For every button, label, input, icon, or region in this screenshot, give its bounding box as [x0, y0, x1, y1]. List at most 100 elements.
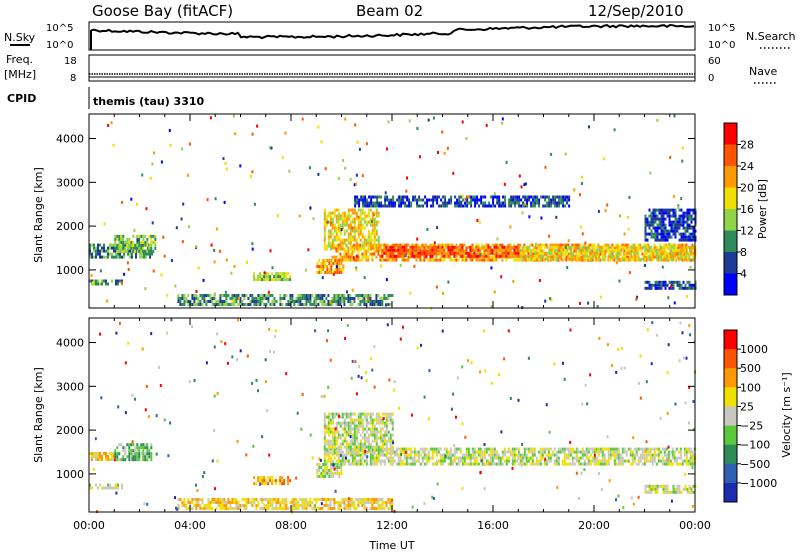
radar-cell — [387, 501, 390, 504]
radar-cell — [518, 198, 521, 202]
radar-cell — [575, 453, 578, 457]
radar-cell — [534, 242, 537, 246]
radar-cell — [658, 286, 661, 290]
radar-cell — [243, 498, 246, 501]
radar-cell — [142, 246, 145, 250]
radar-cell — [430, 204, 433, 208]
radar-cell — [187, 498, 190, 501]
radar-cell — [333, 235, 336, 239]
radar-cell — [538, 248, 541, 252]
radar-cell — [469, 456, 472, 460]
radar-cell — [97, 243, 99, 247]
radar-cell — [341, 241, 344, 245]
radar-cell — [365, 258, 368, 262]
radar-cell — [466, 201, 469, 205]
radar-cell — [362, 198, 365, 202]
radar-cell — [464, 201, 467, 205]
radar-cell — [491, 243, 494, 247]
radar-cell — [187, 225, 190, 229]
radar-cell — [419, 245, 422, 249]
radar-cell — [236, 439, 239, 443]
radar-cell — [435, 453, 438, 457]
nsky-label: N.Sky — [4, 31, 36, 44]
radar-cell — [263, 479, 266, 483]
radar-cell — [688, 238, 691, 242]
radar-cell — [684, 286, 687, 290]
radar-cell — [331, 439, 334, 443]
radar-cell — [416, 127, 419, 130]
radar-cell — [365, 462, 368, 466]
radar-cell — [233, 300, 236, 303]
radar-cell — [261, 278, 264, 282]
radar-cell — [381, 447, 384, 451]
radar-cell — [357, 226, 360, 230]
radar-cell — [365, 252, 368, 256]
radar-cell — [627, 447, 630, 451]
radar-cell — [648, 257, 651, 261]
radar-cell — [463, 453, 466, 457]
radar-cell — [361, 462, 364, 466]
radar-cell — [351, 217, 354, 221]
radar-cell — [678, 223, 681, 227]
radar-cell — [403, 258, 406, 262]
radar-cell — [89, 279, 91, 283]
radar-cell — [271, 507, 274, 510]
radar-cell — [371, 427, 374, 431]
radar-cell — [317, 507, 320, 510]
radar-cell — [267, 507, 270, 510]
radar-cell — [676, 217, 679, 221]
radar-cell — [407, 462, 410, 466]
radar-cell — [181, 501, 184, 504]
radar-cell — [571, 450, 574, 454]
radar-cell — [120, 281, 123, 285]
radar-cell — [619, 462, 622, 466]
radar-cell — [545, 243, 548, 247]
radar-cell — [413, 450, 416, 454]
radar-cell — [141, 173, 144, 177]
radar-cell — [299, 504, 302, 507]
radar-cell — [347, 255, 350, 259]
radar-cell — [304, 268, 307, 272]
radar-cell — [678, 232, 681, 236]
radar-cell — [421, 447, 424, 451]
radar-cell — [377, 238, 380, 242]
radar-cell — [283, 297, 286, 300]
radar-cell — [643, 459, 646, 463]
radar-cell — [255, 482, 258, 486]
radar-cell — [578, 248, 581, 252]
radar-cell — [375, 418, 378, 422]
radar-cell — [365, 223, 368, 227]
radar-cell — [359, 439, 362, 443]
radar-cell — [405, 453, 408, 457]
radar-cell — [318, 463, 321, 466]
radar-cell — [491, 255, 494, 259]
radar-cell — [426, 198, 429, 202]
radar-cell — [664, 248, 667, 252]
radar-cell — [347, 448, 350, 452]
radar-cell — [293, 303, 296, 306]
radar-cell — [373, 220, 376, 224]
radar-cell — [121, 255, 123, 259]
radar-cell — [341, 217, 344, 221]
radar-cell — [593, 246, 596, 250]
radar-cell — [338, 265, 341, 268]
radar-cell — [662, 217, 665, 221]
radar-cell — [502, 195, 505, 199]
radar-cell — [407, 453, 410, 457]
radar-cell — [675, 252, 678, 256]
radar-cell — [546, 245, 549, 249]
radar-cell — [484, 201, 487, 205]
radar-cell — [345, 217, 348, 221]
radar-cell — [160, 160, 163, 164]
radar-cell — [120, 234, 123, 238]
radar-cell — [239, 504, 242, 507]
radar-cell — [656, 248, 659, 252]
radar-cell — [349, 297, 352, 300]
radar-cell — [665, 243, 668, 247]
radar-cell — [557, 462, 560, 466]
radar-cell — [681, 462, 684, 466]
radar-cell — [385, 504, 388, 507]
radar-cell — [495, 456, 498, 460]
radar-cell — [646, 220, 649, 224]
radar-cell — [269, 294, 272, 297]
